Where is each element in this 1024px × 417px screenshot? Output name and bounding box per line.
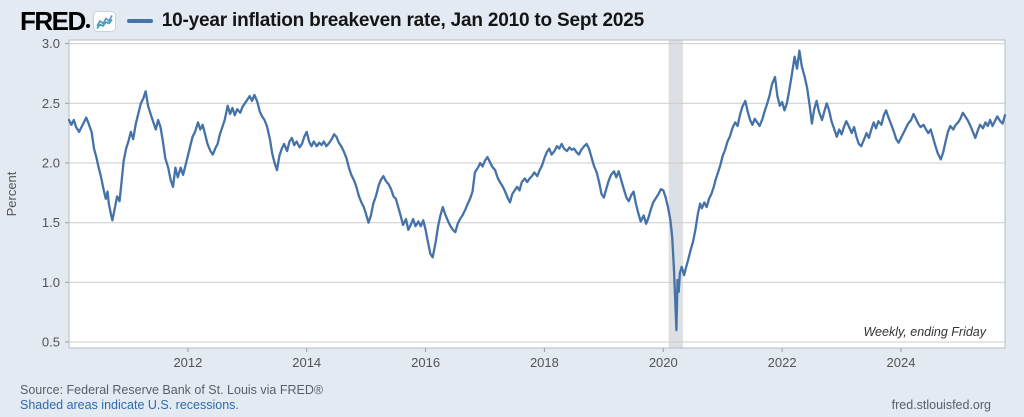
fred-url: fred.stlouisfed.org xyxy=(891,398,991,412)
x-tick-label: 2012 xyxy=(173,355,202,370)
fred-logo: FRED xyxy=(20,6,116,37)
footer-source-block: Source: Federal Reserve Bank of St. Loui… xyxy=(20,383,323,412)
y-tick-label: 0.5 xyxy=(42,335,60,350)
y-tick-label: 2.0 xyxy=(42,156,60,171)
y-axis-label: Percent xyxy=(4,171,19,216)
y-tick-label: 2.5 xyxy=(42,96,60,111)
fred-logo-registered-dot xyxy=(85,23,90,28)
source-text: Source: Federal Reserve Bank of St. Loui… xyxy=(20,383,324,398)
x-tick-label: 2022 xyxy=(768,355,797,370)
x-tick-label: 2014 xyxy=(292,355,321,370)
chart-header: FRED 10-year inflation breakeven rate, J… xyxy=(20,3,644,39)
plot-background xyxy=(69,40,1005,348)
fred-logo-text: FRED xyxy=(20,5,86,36)
fred-logo-chart-icon xyxy=(92,10,116,32)
x-tick-label: 2020 xyxy=(649,355,678,370)
breakeven-line xyxy=(67,49,1007,332)
y-tick-label: 1.5 xyxy=(42,215,60,230)
x-tick-label: 2018 xyxy=(530,355,559,370)
plot-border xyxy=(68,39,1006,349)
chart-canvas[interactable]: 3.0 2.5 2.0 1.5 1.0 0.5 2012 2014 2016 2018 2020 20… xyxy=(0,0,1024,380)
chart-title: 10-year inflation breakeven rate, Jan 20… xyxy=(161,10,644,31)
x-tick-label: 2016 xyxy=(411,355,440,370)
series-legend-swatch xyxy=(126,19,153,23)
y-tick-label: 1.0 xyxy=(42,275,60,290)
y-tick-label: 3.0 xyxy=(42,36,60,51)
x-tick-label: 2024 xyxy=(887,355,916,370)
recession-note-link[interactable]: Shaded areas indicate U.S. recessions. xyxy=(20,397,239,412)
frequency-annotation: Weekly, ending Friday xyxy=(863,325,986,339)
